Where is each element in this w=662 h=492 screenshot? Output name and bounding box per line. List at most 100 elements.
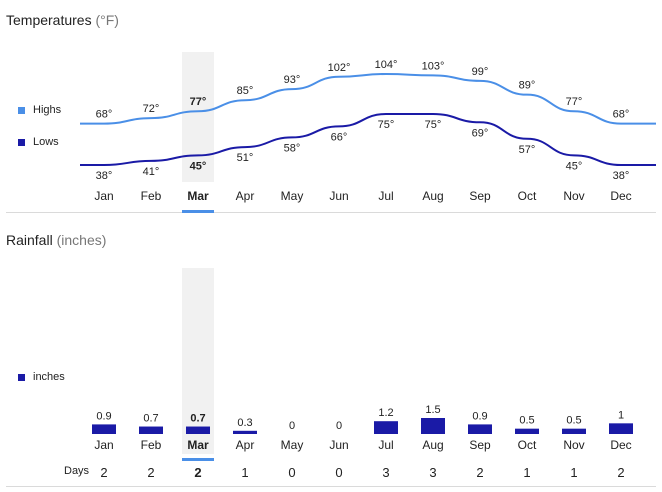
month-label-temperatures: Dec [610,189,631,203]
month-label-temperatures: Jun [329,189,348,203]
rainfall-bar [139,426,163,434]
rain-days-value: 0 [288,465,295,480]
rainfall-value-label: 0 [289,420,295,432]
temperatures-title: Temperatures (°F) [6,12,119,28]
rain-days-value: 2 [147,465,154,480]
month-label-rainfall: Jul [378,438,393,452]
rainfall-bar [374,421,398,434]
rainfall-value-label: 0.9 [96,410,111,422]
month-label-rainfall: Jan [94,438,113,452]
temperature-label-highs: 99° [472,66,489,78]
month-label-temperatures: Mar [187,189,209,203]
rain-days-value: 2 [100,465,107,480]
month-label-rainfall: Sep [469,438,491,452]
temperature-label-lows: 41° [143,166,160,178]
rainfall-value-label: 1.5 [425,404,440,416]
month-label-rainfall: Mar [187,438,209,452]
temperature-label-highs: 89° [519,80,536,92]
month-label-rainfall: Feb [141,438,162,452]
rainfall-value-label: 0.7 [190,413,205,425]
temperature-label-lows: 69° [472,127,489,139]
month-label-rainfall: May [281,438,304,452]
rainfall-bar [562,428,586,434]
temperature-line-highs [80,72,656,125]
temperature-label-highs: 68° [96,109,113,121]
rainfall-value-label: 1 [618,409,624,421]
selected-month-band-rainfall [182,268,214,454]
rainfall-bar [92,424,116,434]
bottom-divider [6,486,656,487]
month-label-temperatures: Aug [422,189,443,203]
rainfall-value-label: 0.5 [566,415,581,427]
rain-days-value: 2 [617,465,624,480]
selected-month-underline-temperatures [182,210,214,213]
rainfall-bar [609,423,633,434]
rain-days-value: 1 [241,465,248,480]
rainfall-value-label: 0.3 [237,417,252,429]
temperature-label-lows: 45° [190,160,207,172]
month-label-rainfall: Aug [422,438,443,452]
section-divider [6,212,656,213]
month-label-temperatures: Feb [141,189,162,203]
month-label-rainfall: Nov [563,438,584,452]
legend-lows-swatch [18,138,25,146]
temperature-label-lows: 38° [613,170,630,182]
rain-days-value: 2 [194,465,201,480]
legend-inches-swatch [18,373,25,381]
month-label-temperatures: Oct [518,189,537,203]
rain-days-value: 3 [429,465,436,480]
month-label-rainfall: Dec [610,438,631,452]
temperature-label-lows: 75° [425,119,442,131]
temperature-label-highs: 102° [328,62,351,74]
temperature-label-lows: 75° [378,119,395,131]
legend-lows: Lows [18,136,59,148]
temperature-label-highs: 77° [190,96,207,108]
rainfall-value-label: 0.7 [143,413,158,425]
temperature-label-highs: 68° [613,109,630,121]
legend-highs: Highs [18,104,61,116]
month-label-rainfall: Oct [518,438,537,452]
rain-days-value: 0 [335,465,342,480]
rainfall-bar [186,426,210,434]
temperature-label-highs: 85° [237,85,254,97]
temperature-line-lows [80,112,656,166]
temperature-label-lows: 38° [96,170,113,182]
temperature-label-highs: 93° [284,74,301,86]
temperature-label-lows: 58° [284,142,301,154]
temperature-label-highs: 72° [143,103,160,115]
month-label-temperatures: Jul [378,189,393,203]
selected-month-band-temperatures [182,52,214,182]
month-label-temperatures: Jan [94,189,113,203]
rain-days-value: 2 [476,465,483,480]
rain-days-value: 1 [523,465,530,480]
rainfall-bar [468,424,492,434]
rainfall-bar [233,430,257,434]
rainfall-bar [515,428,539,434]
selected-month-underline-rainfall [182,458,214,461]
legend-inches: inches [18,371,65,383]
rainfall-bar [421,418,445,434]
month-label-temperatures: May [281,189,304,203]
temperature-label-lows: 66° [331,131,348,143]
temperature-label-lows: 57° [519,144,536,156]
temperature-label-highs: 103° [422,60,445,72]
rainfall-value-label: 1.2 [378,407,393,419]
rainfall-title: Rainfall (inches) [6,232,107,248]
legend-highs-swatch [18,106,25,114]
month-label-rainfall: Apr [236,438,255,452]
temperature-label-highs: 104° [375,59,398,71]
temperature-label-lows: 45° [566,160,583,172]
temperature-label-highs: 77° [566,96,583,108]
rainfall-value-label: 0.9 [472,410,487,422]
rain-days-label: Days [64,465,90,477]
rain-days-value: 1 [570,465,577,480]
month-label-temperatures: Nov [563,189,584,203]
rainfall-value-label: 0.5 [519,415,534,427]
rainfall-value-label: 0 [336,420,342,432]
temperature-label-lows: 51° [237,152,254,164]
month-label-temperatures: Apr [236,189,255,203]
month-label-rainfall: Jun [329,438,348,452]
month-label-temperatures: Sep [469,189,491,203]
rain-days-value: 3 [382,465,389,480]
